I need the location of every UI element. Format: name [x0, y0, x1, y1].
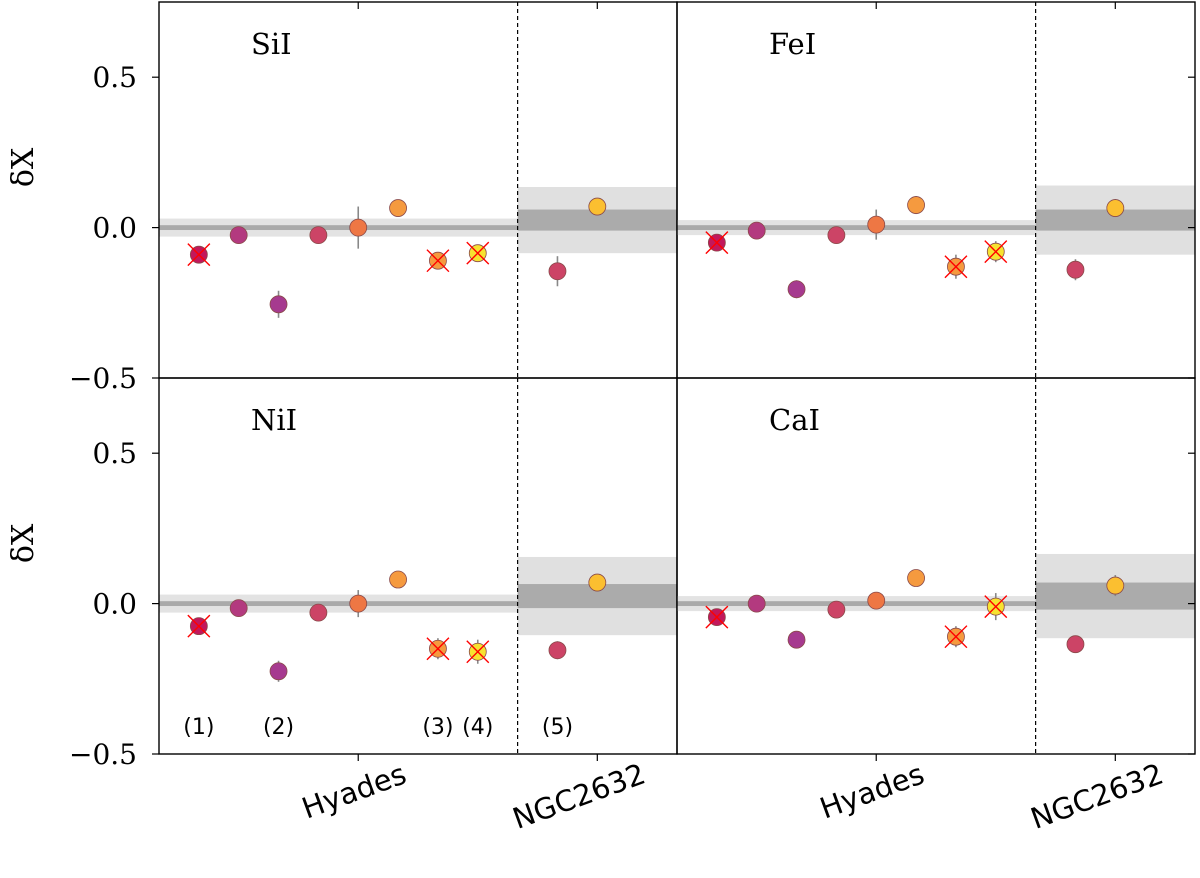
y-tick-label: 0.0: [92, 212, 137, 245]
data-point: [1106, 576, 1125, 595]
exclusion-cross: [466, 241, 490, 265]
data-point: [389, 199, 407, 217]
panel-nii: NiI: [152, 377, 678, 755]
x-tick-label: Hyades: [815, 757, 928, 826]
star-index-label: (4): [462, 715, 493, 740]
data-point: [787, 280, 806, 299]
panel-title: CaI: [769, 403, 820, 437]
exclusion-cross: [705, 605, 729, 629]
data-point: [1106, 199, 1125, 217]
y-tick-label: 0.5: [92, 437, 137, 470]
plot-area: [159, 2, 677, 378]
star-index-label: (2): [263, 715, 294, 740]
y-tick-label: −0.5: [69, 738, 137, 771]
data-point: [588, 197, 607, 216]
data-point: [827, 600, 846, 619]
data-point: [269, 295, 288, 314]
ngc2632-band-inner: [1035, 209, 1195, 231]
plot-area: [677, 2, 1195, 378]
panel-title: NiI: [251, 403, 297, 437]
data-point: [907, 196, 925, 214]
star-index-label: (5): [542, 715, 573, 740]
exclusion-cross: [426, 249, 450, 273]
x-tick-label: NGC2632: [508, 757, 650, 836]
data-point: [747, 594, 766, 613]
exclusion-cross: [984, 595, 1008, 619]
y-tick-label: 0.5: [92, 61, 137, 94]
exclusion-cross: [984, 240, 1008, 264]
exclusion-cross: [426, 637, 450, 661]
data-point: [309, 603, 328, 622]
exclusion-cross: [466, 640, 490, 664]
panel-fei: FeI: [676, 1, 1196, 379]
panel-cai: CaI: [676, 377, 1196, 755]
data-point: [907, 569, 925, 587]
exclusion-cross: [944, 625, 968, 649]
exclusion-cross: [705, 231, 729, 255]
exclusion-cross: [944, 255, 968, 279]
exclusion-cross: [187, 614, 211, 638]
hyades-band-inner: [677, 225, 1036, 231]
panel-sii: SiI: [152, 1, 678, 379]
data-point: [548, 641, 567, 660]
data-point: [588, 573, 607, 592]
data-point: [229, 599, 248, 618]
plot-area: [159, 378, 677, 754]
data-point: [269, 662, 288, 681]
hyades-band-inner: [159, 225, 518, 231]
data-point: [747, 221, 766, 240]
hyades-band-inner: [677, 601, 1036, 607]
star-index-label: (1): [183, 715, 214, 740]
data-point: [787, 630, 806, 649]
y-axis-label: δX: [6, 147, 41, 187]
y-tick-label: 0.0: [92, 588, 137, 621]
ngc2632-band-inner: [517, 209, 677, 231]
data-point: [827, 226, 846, 245]
plot-area: [677, 378, 1195, 754]
data-point: [389, 570, 407, 589]
y-axis-label: δX: [6, 523, 41, 563]
panel-title: FeI: [769, 27, 816, 61]
data-point: [349, 594, 368, 613]
data-point: [229, 226, 248, 245]
star-index-label: (3): [422, 715, 453, 740]
data-point: [349, 218, 368, 237]
data-point: [1066, 260, 1085, 279]
data-point: [1066, 635, 1085, 654]
exclusion-cross: [187, 243, 211, 267]
data-point: [867, 591, 886, 610]
hyades-band-inner: [159, 601, 518, 607]
panel-frame: [676, 377, 1196, 755]
x-tick-label: NGC2632: [1026, 757, 1168, 836]
panel-title: SiI: [251, 27, 292, 61]
data-point: [867, 215, 886, 234]
y-tick-label: −0.5: [69, 362, 137, 395]
x-tick-label: Hyades: [297, 757, 410, 826]
data-point: [309, 226, 328, 245]
data-point: [548, 262, 567, 281]
